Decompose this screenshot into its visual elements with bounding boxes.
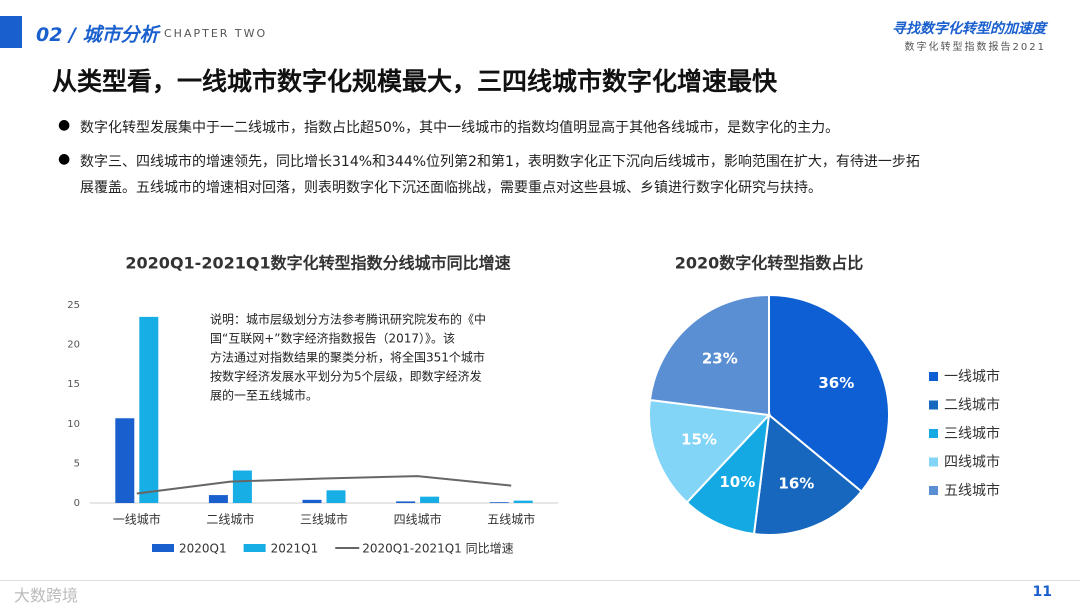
annotation: 说明：城市层级划分方法参考腾讯研究院发布的《中 <box>210 312 486 327</box>
bar <box>420 496 440 503</box>
y-tick-label: 0 <box>74 498 80 509</box>
slide-title: 从类型看，一线城市数字化规模最大，三四线城市数字化增速最快 <box>52 67 778 96</box>
bar <box>489 502 509 503</box>
legend-swatch <box>929 486 938 495</box>
legend-swatch <box>929 429 938 438</box>
pie-slice <box>768 293 890 493</box>
x-tick-label: 三线城市 <box>300 512 348 527</box>
legend-swatch <box>929 372 938 381</box>
x-tick-label: 四线城市 <box>394 512 442 527</box>
legend-label: 2020Q1-2021Q1 同比增速 <box>362 542 513 556</box>
x-tick-label: 五线城市 <box>487 512 535 527</box>
bar <box>139 316 159 503</box>
bar <box>302 499 322 503</box>
data-label: 16% <box>778 475 814 493</box>
slogan: 寻找数字化转型的加速度 <box>892 21 1046 37</box>
chapter: CHAPTER TWO <box>164 27 268 40</box>
legend-swatch <box>152 544 174 552</box>
brand: 大数跨境 <box>14 586 79 605</box>
page-number: 11 <box>1032 584 1052 600</box>
accent-bar <box>0 16 22 48</box>
bullet: 展覆盖。五线城市的增速相对回落，则表明数字化下沉还面临挑战，需要重点对这些县城、… <box>80 180 822 196</box>
legend-label: 二线城市 <box>944 397 1000 414</box>
pie-slice <box>752 413 863 536</box>
annotation: 国“互联网+”数字经济指数报告（2017）》。该 <box>210 331 455 346</box>
section-title: 02 / 城市分析 <box>36 24 159 46</box>
chart-title: 2020Q1-2021Q1数字化转型指数分线城市同比增速 <box>125 254 510 273</box>
x-tick-label: 二线城市 <box>206 512 254 527</box>
pie-slice <box>685 412 771 536</box>
data-label: 15% <box>681 431 717 449</box>
legend-label: 2021Q1 <box>271 542 319 556</box>
annotation: 展的一至五线城市。 <box>210 388 318 403</box>
data-label: 23% <box>702 350 738 368</box>
bullet-dot: ● <box>58 151 71 167</box>
bullet: 数字化转型发展集中于一二线城市，指数占比超50%，其中一线城市的指数均值明显高于… <box>80 120 840 136</box>
pie-slice <box>648 293 770 417</box>
y-tick-label: 5 <box>74 458 80 469</box>
chart-title: 2020数字化转型指数占比 <box>675 254 864 273</box>
report-name: 数字化转型指数报告2021 <box>904 42 1046 53</box>
x-tick-label: 一线城市 <box>113 512 161 527</box>
legend-swatch <box>929 400 938 410</box>
footer-rule <box>0 580 1080 581</box>
bar <box>513 500 533 503</box>
legend-swatch <box>929 457 938 467</box>
legend-label: 四线城市 <box>944 454 1000 471</box>
line <box>136 475 512 495</box>
bar <box>326 490 346 503</box>
annotation: 方法通过对指数结果的聚类分析，将全国351个城市 <box>210 350 485 365</box>
legend-label: 一线城市 <box>944 368 1000 385</box>
annotation: 按数字经济发展水平划分为5个层级，即数字经济发 <box>210 369 482 384</box>
y-tick-label: 25 <box>67 300 80 311</box>
pie-slice <box>648 398 772 504</box>
legend-label: 五线城市 <box>944 482 1000 499</box>
y-tick-label: 15 <box>67 379 80 390</box>
y-tick-label: 20 <box>67 340 80 351</box>
bar <box>115 418 135 503</box>
y-tick-label: 10 <box>67 419 80 430</box>
bar <box>208 495 228 503</box>
data-label: 36% <box>818 374 854 392</box>
bar <box>232 470 252 503</box>
legend-label: 2020Q1 <box>179 542 227 556</box>
bullet-dot: ● <box>58 117 71 133</box>
data-label: 10% <box>719 473 755 491</box>
bullet: 数字三、四线城市的增速领先，同比增长314%和344%位列第2和第1，表明数字化… <box>80 154 920 170</box>
legend-label: 三线城市 <box>944 425 1000 442</box>
bar <box>396 501 416 503</box>
legend-swatch <box>243 544 266 552</box>
